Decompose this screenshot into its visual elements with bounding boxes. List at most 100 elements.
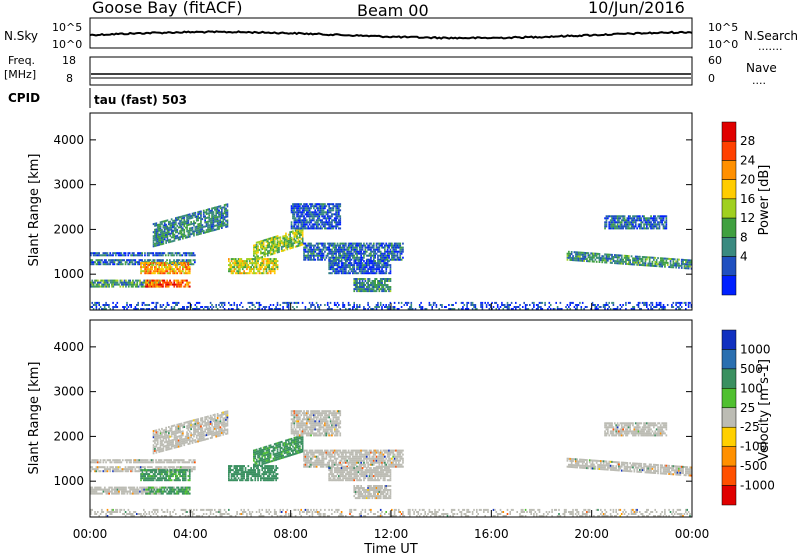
power-cell bbox=[106, 261, 109, 264]
power-cell bbox=[260, 242, 262, 245]
power-cell bbox=[275, 306, 277, 308]
power-cell bbox=[177, 262, 180, 265]
power-cell bbox=[678, 258, 680, 261]
power-cell bbox=[130, 304, 132, 306]
power-cell bbox=[140, 281, 143, 284]
power-cell bbox=[272, 238, 275, 241]
power-cell bbox=[163, 264, 166, 267]
power-cell bbox=[222, 224, 225, 227]
power-cell bbox=[361, 282, 364, 284]
power-cell bbox=[142, 285, 144, 288]
power-cell bbox=[187, 281, 190, 284]
power-cell bbox=[265, 248, 268, 251]
power-cell bbox=[301, 211, 304, 214]
power-cell bbox=[318, 215, 321, 218]
power-cell bbox=[162, 234, 165, 237]
power-cell bbox=[349, 268, 351, 271]
power-cell bbox=[604, 223, 606, 226]
velocity-cell bbox=[90, 486, 92, 489]
power-cell bbox=[276, 264, 279, 267]
power-cell bbox=[607, 308, 609, 310]
power-cell bbox=[322, 242, 325, 245]
power-cell bbox=[253, 304, 255, 306]
power-cell bbox=[526, 304, 528, 306]
power-cell bbox=[156, 228, 159, 231]
power-cell bbox=[215, 214, 218, 217]
power-cell bbox=[124, 306, 127, 308]
power-cell bbox=[253, 244, 255, 247]
power-cell bbox=[193, 212, 195, 215]
power-cell bbox=[156, 262, 159, 265]
power-cell bbox=[342, 256, 344, 259]
power-cell bbox=[260, 272, 262, 275]
power-cell bbox=[301, 227, 304, 230]
power-cell bbox=[308, 217, 311, 220]
power-cell bbox=[90, 281, 92, 284]
power-cell bbox=[377, 250, 379, 253]
power-cell bbox=[612, 308, 615, 310]
power-cell bbox=[318, 203, 321, 206]
power-cell bbox=[265, 258, 268, 261]
power-cell bbox=[221, 212, 223, 215]
power-cell bbox=[345, 244, 347, 247]
power-cell bbox=[148, 262, 151, 265]
power-cell bbox=[155, 234, 158, 237]
velocity-cell bbox=[101, 488, 103, 491]
velocity-cell bbox=[145, 479, 148, 482]
velocity-cell bbox=[167, 486, 170, 489]
power-cell bbox=[654, 306, 656, 308]
power-cell bbox=[547, 308, 549, 310]
power-cell bbox=[382, 252, 385, 255]
power-cell bbox=[336, 244, 339, 247]
power-cell bbox=[357, 258, 360, 261]
velocity-cell bbox=[125, 488, 127, 491]
velocity-cell bbox=[94, 490, 96, 493]
power-cell bbox=[303, 211, 305, 214]
power-cell bbox=[626, 255, 629, 257]
power-cell bbox=[657, 263, 659, 266]
velocity-cell bbox=[173, 486, 176, 489]
velocity-cell bbox=[169, 490, 171, 493]
velocity-cell bbox=[180, 488, 183, 491]
velocity-cell bbox=[147, 469, 149, 472]
power-cell bbox=[136, 304, 138, 306]
power-cell bbox=[254, 272, 257, 275]
power-cell bbox=[215, 216, 218, 219]
power-cell bbox=[141, 252, 143, 255]
power-cell bbox=[324, 217, 326, 220]
power-cell bbox=[314, 223, 317, 226]
power-cell bbox=[605, 219, 608, 222]
velocity-cell bbox=[163, 479, 166, 482]
power-cell bbox=[385, 266, 388, 269]
power-cell bbox=[265, 244, 268, 247]
power-cell bbox=[619, 262, 622, 265]
velocity-cell bbox=[170, 486, 173, 489]
power-cell bbox=[188, 254, 191, 257]
power-cell bbox=[574, 251, 577, 254]
power-cell bbox=[313, 219, 315, 222]
power-cell bbox=[164, 254, 167, 257]
power-cell bbox=[386, 308, 389, 310]
power-cell bbox=[370, 256, 372, 259]
power-cell bbox=[290, 240, 293, 243]
power-cell bbox=[605, 217, 608, 220]
power-cell bbox=[354, 278, 357, 280]
power-cell bbox=[658, 225, 661, 228]
power-cell bbox=[317, 225, 319, 228]
power-cell bbox=[609, 257, 612, 260]
velocity-cell bbox=[180, 475, 183, 478]
velocity-cell bbox=[99, 486, 102, 489]
power-cell bbox=[399, 246, 402, 249]
power-cell bbox=[292, 211, 294, 214]
power-cell bbox=[619, 254, 622, 257]
power-cell bbox=[123, 306, 125, 308]
power-cell bbox=[282, 308, 284, 310]
power-cell bbox=[325, 211, 328, 214]
power-cell bbox=[254, 264, 257, 267]
power-cell bbox=[639, 215, 641, 218]
velocity-cell bbox=[98, 470, 100, 473]
power-cell bbox=[363, 264, 365, 267]
power-cell bbox=[293, 301, 296, 304]
power-cell bbox=[166, 262, 169, 265]
velocity-cell bbox=[167, 492, 170, 495]
